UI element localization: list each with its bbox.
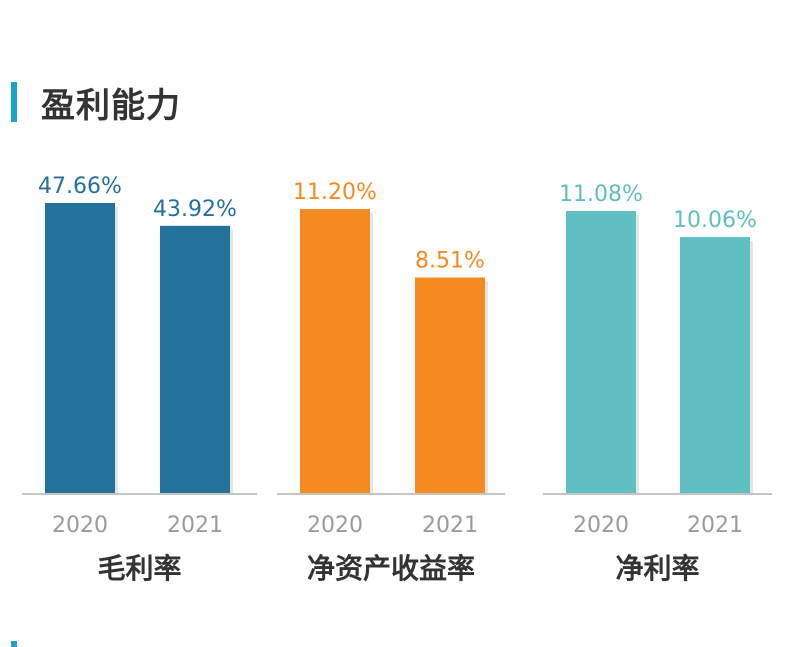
x-tick-label: 2021 — [167, 513, 223, 538]
page-title: 盈利能力 — [41, 85, 181, 126]
x-tick-label: 2021 — [422, 513, 478, 538]
x-tick-label: 2020 — [52, 513, 108, 538]
bar — [45, 203, 115, 494]
category-label: 净资产收益率 — [307, 552, 475, 585]
bar — [160, 225, 230, 494]
x-tick-label: 2020 — [573, 513, 629, 538]
bar — [300, 209, 370, 494]
category-label: 净利率 — [615, 552, 699, 585]
category-label: 毛利率 — [97, 552, 181, 585]
bar — [680, 237, 750, 494]
data-label: 43.92% — [153, 197, 237, 222]
section-header: 盈利能力 — [11, 80, 181, 126]
title-accent-bar — [11, 82, 17, 122]
x-tick-label: 2020 — [307, 513, 363, 538]
data-label: 11.08% — [559, 182, 643, 207]
bar — [566, 211, 636, 494]
data-label: 8.51% — [415, 248, 485, 273]
bar — [415, 277, 485, 494]
data-label: 47.66% — [38, 174, 122, 199]
x-tick-label: 2021 — [687, 513, 743, 538]
data-label: 11.20% — [293, 180, 377, 205]
next-section-accent-bar — [11, 641, 17, 647]
data-label: 10.06% — [673, 208, 757, 233]
